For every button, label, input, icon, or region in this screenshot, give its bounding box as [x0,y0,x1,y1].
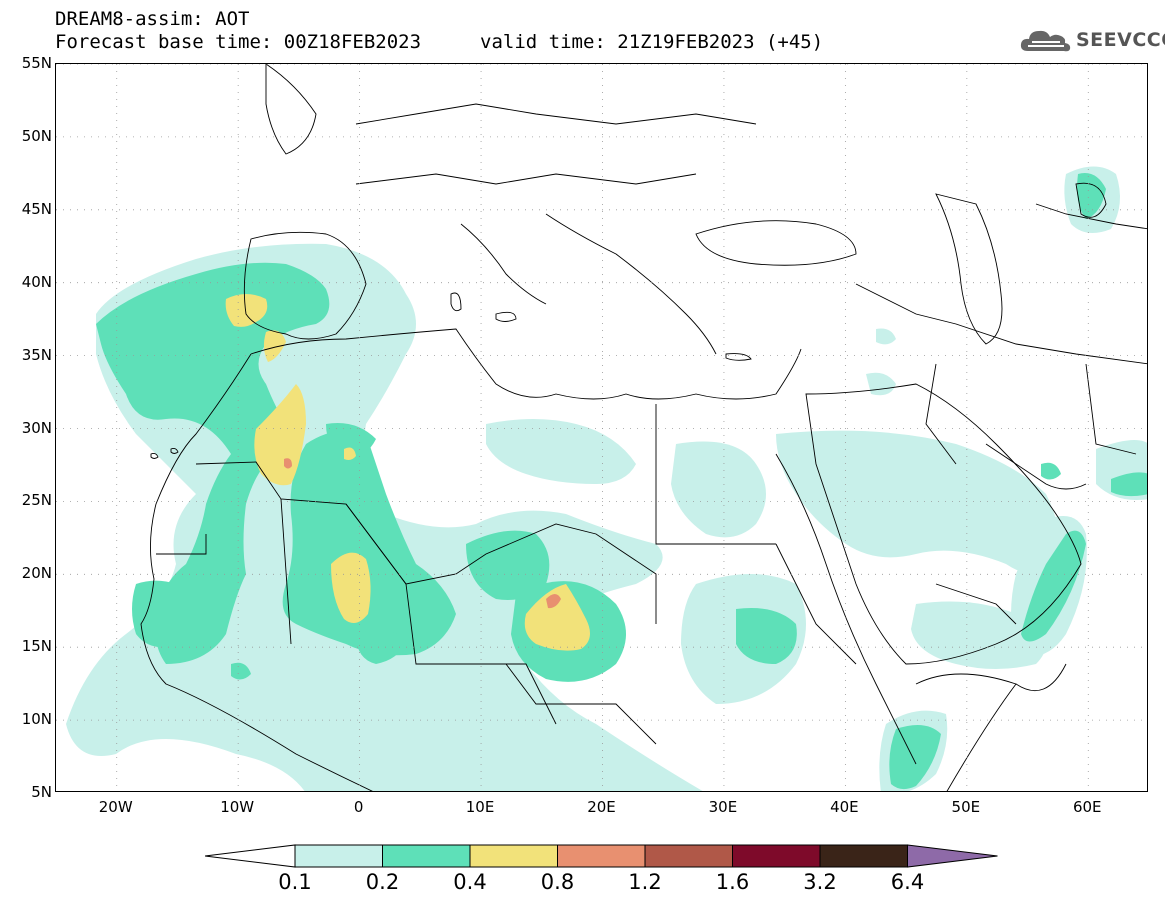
aot-0.8-layer [284,458,561,609]
aot-0.4-layer [225,294,590,651]
logo-text: SEEVCCC [1076,29,1165,51]
aot-shading [66,166,1147,791]
map-title: DREAM8-assim: AOT [55,8,250,30]
colorbar-swatch [294,844,383,868]
map-panel [55,63,1148,792]
colorbar-threshold-label: 3.2 [803,870,837,894]
colorbar [205,844,998,868]
map-canvas [56,64,1147,791]
lat-tick-label: 5N [31,783,52,801]
lon-tick-label: 30E [708,798,738,816]
colorbar-swatch [644,844,733,868]
lat-tick-label: 35N [21,345,52,364]
cloud-icon [1020,30,1071,52]
lat-tick-label: 25N [21,491,52,510]
lon-tick-label: 0 [353,798,364,816]
lat-tick-label: 10N [21,710,52,729]
lat-lon-grid [56,64,1147,791]
lon-tick-label: 10E [465,798,495,816]
colorbar-swatch [382,844,471,868]
colorbar-threshold-label: 0.2 [365,870,400,894]
lon-tick-label: 50E [951,798,981,816]
colorbar-over-triangle [907,844,998,868]
lat-tick-label: 45N [21,199,52,218]
colorbar-threshold-label: 1.2 [628,870,662,894]
colorbar-swatch [732,844,821,868]
lon-tick-label: 40E [830,798,859,816]
lon-tick-label: 60E [1072,798,1102,816]
lon-tick-label: 20W [98,798,133,816]
lat-tick-label: 20N [21,564,52,583]
lat-tick-label: 30N [21,418,52,437]
lat-tick-label: 15N [21,637,52,656]
colorbar-threshold-label: 6.4 [890,870,925,894]
valid-time: valid time: 21Z19FEB2023 (+45) [480,31,824,53]
colorbar-under-triangle [205,844,296,868]
seevccc-logo: SEEVCCC [1018,24,1165,56]
colorbar-threshold-label: 0.1 [278,870,312,894]
forecast-base-time: Forecast base time: 00Z18FEB2023 [55,31,422,53]
coastlines-and-borders [140,64,1147,791]
lat-tick-label: 40N [21,272,52,291]
colorbar-threshold-label: 0.4 [453,870,487,894]
colorbar-swatch [557,844,646,868]
lat-tick-label: 55N [21,54,52,72]
colorbar-threshold-label: 0.8 [540,870,575,894]
lon-tick-label: 20E [587,798,616,816]
colorbar-swatch [469,844,558,868]
lon-tick-label: 10W [220,798,255,816]
lat-tick-label: 50N [21,126,52,145]
colorbar-swatch [819,844,908,868]
colorbar-threshold-label: 1.6 [715,870,750,894]
